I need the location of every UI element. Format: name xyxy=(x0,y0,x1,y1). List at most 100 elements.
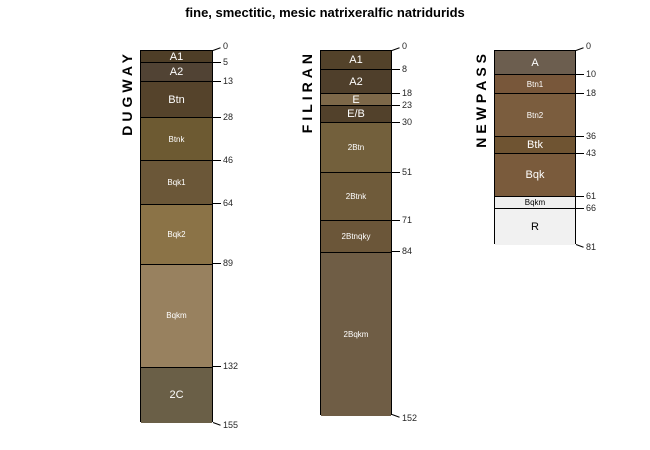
horizon-label: A1 xyxy=(349,54,363,67)
depth-tick-label: 28 xyxy=(223,111,234,122)
horizon-block: Btn xyxy=(141,82,212,119)
depth-tick xyxy=(212,46,221,51)
depth-tick-label: 43 xyxy=(586,147,597,158)
depth-tick-label: 64 xyxy=(223,198,234,209)
profile-name-label: NEWPASS xyxy=(473,50,489,148)
horizon-label: 2Bqkm xyxy=(343,329,369,339)
depth-tick-label: 66 xyxy=(586,202,597,213)
depth-tick-label: 152 xyxy=(402,412,418,423)
depth-tick xyxy=(391,46,400,51)
depth-tick xyxy=(576,152,584,154)
page-title: fine, smectitic, mesic natrixeralfic nat… xyxy=(185,5,465,20)
depth-tick xyxy=(392,68,400,70)
depth-tick xyxy=(576,195,584,197)
horizon-block: Bqkm xyxy=(141,264,212,368)
horizon-label: 2C xyxy=(169,389,184,402)
depth-tick xyxy=(576,73,584,75)
depth-tick xyxy=(576,92,584,94)
horizon-block: Bqk1 xyxy=(141,161,212,205)
profile-name-label: FILIRAN xyxy=(299,50,315,134)
horizon-label: Bqk xyxy=(525,169,545,182)
horizon-label: 2Btn xyxy=(347,143,365,153)
horizon-label: Bqk1 xyxy=(167,177,186,187)
depth-tick xyxy=(576,207,584,209)
depth-tick-label: 13 xyxy=(223,75,234,86)
depth-tick xyxy=(213,366,221,368)
horizon-label: A2 xyxy=(169,66,184,79)
depth-tick-label: 84 xyxy=(402,246,413,257)
depth-tick xyxy=(213,80,221,82)
horizon-label: R xyxy=(531,221,539,234)
horizon-block: Bqkm xyxy=(495,197,575,210)
horizon-label: Btn xyxy=(168,93,185,106)
depth-tick xyxy=(576,135,584,137)
depth-tick xyxy=(392,92,400,94)
horizon-block: A1 xyxy=(141,51,212,63)
depth-tick xyxy=(575,243,584,248)
soil-column-newpass: A Btn1 Btn2 Btk Bqk Bqkm R xyxy=(494,50,576,246)
depth-tick-label: 155 xyxy=(223,420,239,430)
horizon-block: Btk xyxy=(495,137,575,155)
profile-name-label: DUGWAY xyxy=(119,50,135,136)
horizon-block: Btn1 xyxy=(495,75,575,95)
horizon-block: 2Bqkm xyxy=(321,252,391,416)
depth-tick-label: 81 xyxy=(586,242,597,253)
horizon-block: A1 xyxy=(321,51,391,71)
depth-tick-label: 36 xyxy=(586,130,597,141)
horizon-label: Bqkm xyxy=(166,311,187,321)
horizon-label: Btk xyxy=(527,139,543,152)
horizon-label: E/B xyxy=(347,108,365,121)
depth-tick xyxy=(391,414,400,419)
horizon-label: Bqkm xyxy=(524,198,546,208)
depth-tick-label: 0 xyxy=(402,41,408,51)
depth-tick-label: 10 xyxy=(586,68,597,79)
depth-tick xyxy=(575,46,584,51)
depth-tick-label: 18 xyxy=(586,87,597,98)
horizon-label: A1 xyxy=(169,51,184,63)
depth-tick-label: 0 xyxy=(586,41,592,51)
depth-tick-label: 18 xyxy=(402,87,413,98)
depth-tick-label: 61 xyxy=(586,190,597,201)
horizon-label: Btnk xyxy=(168,134,185,144)
horizon-block: Btnk xyxy=(141,118,212,162)
horizon-block: Btn2 xyxy=(495,94,575,138)
horizon-block: E xyxy=(321,94,391,107)
depth-tick xyxy=(392,171,400,173)
horizon-label: A2 xyxy=(349,75,363,88)
depth-tick xyxy=(392,219,400,221)
depth-tick-label: 5 xyxy=(223,56,229,67)
horizon-label: Bqk2 xyxy=(167,229,186,239)
horizon-label: 2Btnk xyxy=(345,192,367,202)
horizon-block: 2C xyxy=(141,367,212,423)
depth-tick-label: 89 xyxy=(223,258,234,269)
horizon-label: Btn1 xyxy=(526,79,544,89)
depth-tick-label: 30 xyxy=(402,116,413,127)
depth-tick-label: 71 xyxy=(402,214,413,225)
depth-tick-label: 23 xyxy=(402,99,413,110)
horizon-block: E/B xyxy=(321,106,391,123)
depth-tick xyxy=(213,203,221,205)
horizon-block: A2 xyxy=(321,70,391,95)
horizon-block: 2Btnk xyxy=(321,173,391,222)
depth-tick xyxy=(392,104,400,106)
depth-tick xyxy=(392,121,400,123)
depth-tick xyxy=(213,159,221,161)
depth-tick xyxy=(392,251,400,253)
horizon-block: Bqk xyxy=(495,154,575,198)
depth-tick xyxy=(213,263,221,265)
horizon-label: A xyxy=(531,56,539,69)
depth-tick xyxy=(213,61,221,63)
depth-tick xyxy=(212,421,221,426)
horizon-label: 2Btnqky xyxy=(341,231,371,241)
soil-column-dugway: A1 A2 Btn Btnk Bqk1 Bqk2 Bqkm 2C xyxy=(140,50,213,423)
depth-tick-label: 8 xyxy=(402,63,408,74)
depth-tick-label: 46 xyxy=(223,154,234,165)
horizon-label: E xyxy=(352,94,360,106)
horizon-label: Btn2 xyxy=(526,110,544,120)
soil-column-filiran: A1 A2 E E/B 2Btn 2Btnk 2Btnqky 2Bqkm xyxy=(320,50,392,416)
depth-tick-label: 132 xyxy=(223,361,239,372)
depth-tick-label: 51 xyxy=(402,166,413,177)
horizon-block: A2 xyxy=(141,63,212,83)
horizon-block: R xyxy=(495,209,575,246)
